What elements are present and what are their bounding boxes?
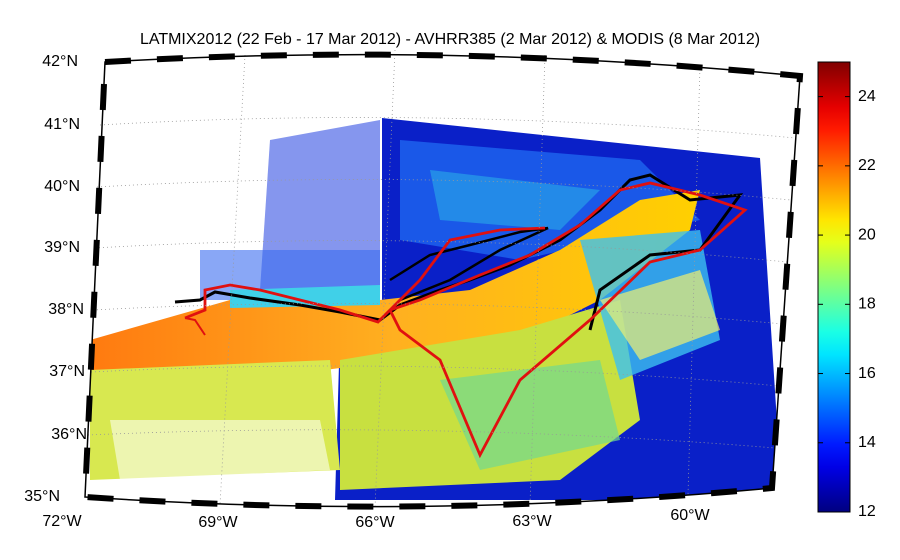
colorbar-tick-label: 24 [858, 88, 876, 105]
map-title: LATMIX2012 (22 Feb - 17 Mar 2012) - AVHR… [140, 31, 760, 48]
lon-label: 60°W [670, 507, 710, 524]
graticule [87, 49, 796, 509]
lat-label: 38°N [48, 301, 84, 318]
lon-label: 69°W [198, 514, 238, 531]
lon-label: 63°W [512, 513, 552, 530]
colorbar-tick-label: 18 [858, 296, 876, 313]
colorbar-tick-label: 22 [858, 157, 876, 174]
lat-label: 42°N [42, 53, 78, 70]
colorbar-tick-label: 12 [858, 503, 876, 520]
lat-label: 39°N [44, 239, 80, 256]
lon-label: 66°W [355, 514, 395, 531]
lat-label: 35°N [24, 488, 60, 505]
lat-label: 36°N [51, 426, 87, 443]
lon-label: 72°W [42, 513, 82, 530]
colorbar-tick-label: 20 [858, 226, 876, 243]
lat-label: 41°N [44, 116, 80, 133]
lat-label: 40°N [44, 178, 80, 195]
colorbar-tick-label: 14 [858, 434, 876, 451]
lat-label: 37°N [49, 363, 85, 380]
colorbar [817, 61, 851, 513]
colorbar-tick-label: 16 [858, 365, 876, 382]
sst-image [85, 54, 800, 507]
map-frame-ticks [81, 51, 804, 510]
